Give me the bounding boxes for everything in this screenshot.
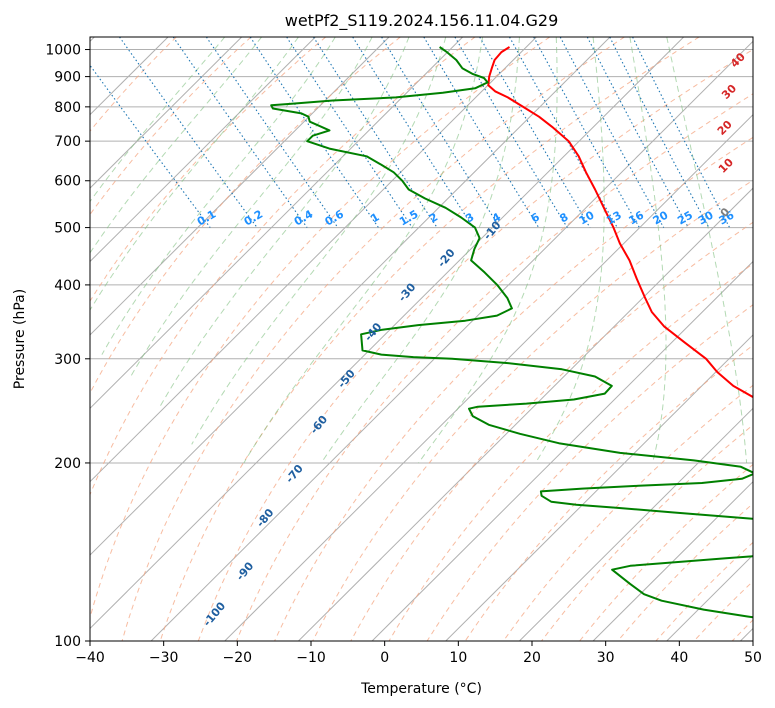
x-tick-label: −30 [149, 650, 179, 666]
dry-adiabat-line [121, 37, 625, 641]
isotherm-line [371, 260, 753, 641]
dewpoint-profile [270, 46, 753, 619]
dry-adiabat-line [426, 304, 753, 641]
mixing-ratio-lines [90, 37, 731, 228]
isotherm-line [90, 37, 390, 336]
x-tick-label: −20 [223, 650, 253, 666]
moist-adiabat-line [418, 37, 558, 464]
mixing-ratio-line [381, 37, 501, 228]
isotherm-line [519, 407, 753, 641]
x-tick-label: −40 [75, 650, 105, 666]
moist-adiabat-line [191, 37, 447, 445]
mixing-ratio-line [205, 37, 339, 228]
mixing-ratio-line [533, 37, 640, 228]
isotherm-line [445, 334, 753, 641]
moist-adiabats [90, 37, 748, 464]
moist-adiabat-line [90, 37, 262, 254]
y-tick-label: 900 [54, 70, 81, 86]
y-axis-label: Pressure (hPa) [12, 289, 28, 389]
isotherm-line [592, 480, 753, 641]
x-axis-label: Temperature (°C) [360, 681, 482, 697]
dry-adiabats [90, 37, 753, 641]
y-tick-label: 500 [54, 221, 81, 237]
mixing-ratio-line [172, 37, 308, 228]
y-tick-label: 200 [54, 456, 81, 472]
moist-adiabat-line [666, 37, 748, 464]
mixing-ratio-line [559, 37, 665, 228]
isotherm-line [90, 37, 316, 263]
isotherm-line [90, 37, 611, 556]
mixing-ratio-line [632, 37, 731, 228]
dry-adiabat-line [274, 136, 753, 641]
x-tick-label: 10 [449, 650, 467, 666]
y-tick-label: 300 [54, 352, 81, 368]
x-tick-label: 50 [744, 650, 762, 666]
isotherm-line [224, 114, 753, 641]
mixing-ratio-line [90, 64, 211, 228]
y-tick-label: 800 [54, 100, 81, 116]
dry-adiabat-line [312, 179, 753, 641]
plot-area: 0.1 0.2 0.4 0.6 1 1.5 2 3 4 6 8 10 13 16 20 25 30 36-100-… [90, 37, 753, 641]
x-tick-label: 0 [380, 650, 389, 666]
moist-adiabat-line [535, 37, 605, 464]
isotherm-line [90, 37, 537, 483]
mixing-ratio-line [313, 37, 438, 228]
x-tick-label: −10 [296, 650, 326, 666]
x-tick-label: 40 [670, 650, 688, 666]
sounding-series [270, 46, 753, 619]
dry-adiabat-line [90, 37, 551, 620]
y-tick-label: 100 [54, 634, 81, 650]
dry-adiabat-line [90, 37, 327, 302]
x-tick-label: 30 [597, 650, 615, 666]
chart-title: wetPf2_S119.2024.156.11.04.G29 [285, 11, 559, 31]
y-tick-label: 700 [54, 134, 81, 150]
isotherm-line [150, 40, 753, 641]
plot-frame [89, 36, 754, 642]
mixing-ratio-line [119, 37, 258, 228]
moist-adiabat-line [130, 37, 373, 377]
y-tick-label: 400 [54, 278, 81, 294]
dry-adiabat-line [90, 37, 476, 496]
x-tick-label: 20 [523, 650, 541, 666]
moist-adiabat-line [90, 37, 299, 311]
moist-adiabat-line [629, 37, 667, 464]
moist-adiabat-line [90, 37, 226, 203]
y-tick-label: 1000 [45, 43, 81, 59]
isotherm-line [90, 37, 685, 630]
isotherm-line [90, 37, 243, 189]
y-tick-label: 600 [54, 174, 81, 190]
moist-adiabat-line [320, 37, 520, 464]
axes-layer: −40 −30 −20 −10 0 10 20 30 40 50 100 200 300 400 500 60… [45, 43, 762, 666]
dry-adiabat-line [90, 37, 177, 132]
isotherm-line [90, 37, 464, 409]
mixing-ratio-line [286, 37, 413, 228]
mixing-ratio-line [249, 37, 379, 228]
temperature-profile [487, 46, 753, 399]
moist-adiabat-line [160, 37, 410, 406]
